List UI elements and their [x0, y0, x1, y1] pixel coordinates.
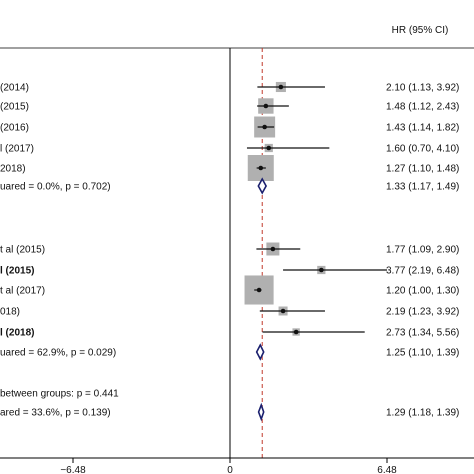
hr-ci-value: 2.19 (1.23, 3.92)	[386, 307, 459, 318]
x-tick-label: 6.48	[377, 465, 397, 474]
hr-ci-value: 1.27 (1.10, 1.48)	[386, 164, 459, 175]
hr-ci-value: 2.10 (1.13, 3.92)	[386, 83, 459, 94]
study-label: t al (2017)	[0, 286, 45, 297]
label-layer: (2014) 2.10 (1.13, 3.92) (2015) 1.48 (1.12,…	[0, 83, 459, 419]
study-label: l (2015)	[0, 266, 34, 277]
hr-ci-value: 3.77 (2.19, 6.48)	[386, 266, 459, 277]
heterogeneity-note: between groups: p = 0.441	[0, 389, 119, 400]
study-point-estimate	[319, 267, 324, 273]
subgroup-summary-label: uared = 0.0%, p = 0.702)	[0, 182, 111, 193]
hr-ci-value: 1.29 (1.18, 1.39)	[386, 408, 459, 419]
study-label: t al (2015)	[0, 245, 45, 256]
study-point-estimate	[258, 165, 264, 171]
study-point-estimate	[270, 246, 276, 252]
ci-column-header: HR (95% CI)	[392, 25, 449, 36]
study-label: (2014)	[0, 83, 29, 94]
x-tick-label: −6.48	[60, 465, 86, 474]
plot-layer	[229, 48, 387, 458]
study-label: (2015)	[0, 102, 29, 113]
hr-ci-value: 1.25 (1.10, 1.39)	[386, 348, 459, 359]
x-axis: −6.48 0 6.48	[0, 457, 474, 474]
hr-ci-value: 1.43 (1.14, 1.82)	[386, 123, 459, 134]
study-point-estimate	[256, 287, 262, 293]
hr-ci-value: 1.33 (1.17, 1.49)	[386, 182, 459, 193]
study-point-estimate	[278, 84, 284, 90]
subgroup-diamond	[257, 177, 268, 195]
study-point-estimate	[266, 145, 272, 151]
study-point-estimate	[262, 124, 267, 130]
subgroup-summary-label: uared = 62.9%, p = 0.029)	[0, 348, 116, 359]
hr-ci-value: 1.48 (1.12, 2.43)	[386, 102, 459, 113]
x-tick-label: 0	[227, 465, 233, 474]
study-point-estimate	[280, 308, 286, 314]
study-label: 018)	[0, 307, 20, 318]
study-label: l (2018)	[0, 328, 34, 339]
overall-diamond	[257, 402, 265, 422]
study-label: 2018)	[0, 164, 26, 175]
study-point-estimate	[263, 103, 269, 109]
hr-ci-value: 1.20 (1.00, 1.30)	[386, 286, 459, 297]
subgroup-summary-label: ared = 33.6%, p = 0.139)	[0, 408, 111, 419]
hr-ci-value: 1.77 (1.09, 2.90)	[386, 245, 459, 256]
hr-ci-value: 1.60 (0.70, 4.10)	[386, 144, 459, 155]
hr-ci-value: 2.73 (1.34, 5.56)	[386, 328, 459, 339]
study-label: (2016)	[0, 123, 29, 134]
study-point-estimate	[293, 329, 299, 335]
study-label: l (2017)	[0, 144, 34, 155]
subgroup-diamond	[255, 343, 265, 361]
